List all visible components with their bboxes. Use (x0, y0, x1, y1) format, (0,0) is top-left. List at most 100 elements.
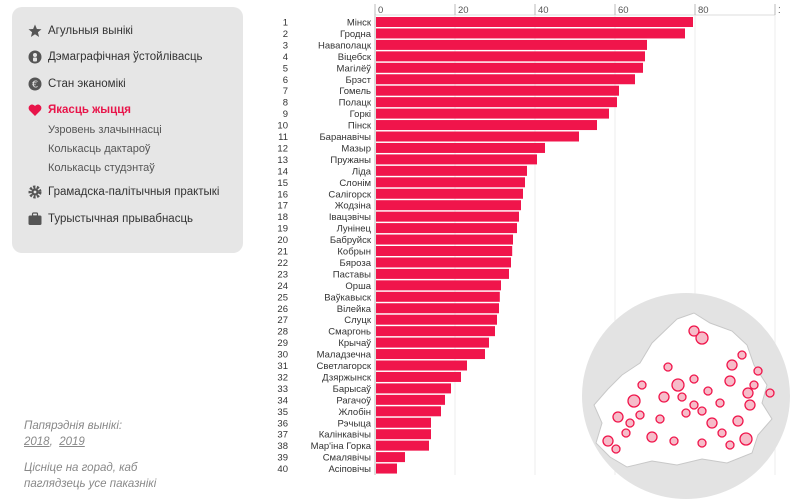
city-label[interactable]: Мар'іна Горка (311, 441, 372, 452)
city-marker[interactable] (697, 438, 707, 448)
bar[interactable] (376, 62, 643, 73)
city-label[interactable]: Пінск (348, 121, 372, 132)
city-label[interactable]: Горкі (350, 109, 371, 120)
bar[interactable] (376, 223, 517, 234)
city-marker[interactable] (677, 392, 687, 402)
bar[interactable] (376, 131, 579, 142)
bar[interactable] (376, 154, 537, 165)
city-label[interactable]: Бяроза (340, 258, 372, 269)
city-marker[interactable] (744, 399, 756, 411)
bar[interactable] (376, 142, 545, 153)
bar[interactable] (376, 463, 397, 474)
city-marker[interactable] (737, 350, 747, 360)
bar[interactable] (376, 74, 635, 85)
city-label[interactable]: Смаргонь (328, 327, 371, 338)
city-label[interactable]: Віцебск (338, 52, 372, 63)
city-label[interactable]: Кобрын (337, 247, 371, 258)
city-marker[interactable] (646, 431, 658, 443)
city-marker[interactable] (725, 440, 735, 450)
city-marker[interactable] (621, 428, 631, 438)
menu-item-tourism[interactable]: Турыстычная прывабнасць (28, 212, 193, 226)
bar[interactable] (376, 440, 429, 451)
bar[interactable] (376, 280, 501, 291)
bar[interactable] (376, 200, 521, 211)
city-marker[interactable] (611, 444, 621, 454)
city-marker[interactable] (655, 414, 665, 424)
bar[interactable] (376, 165, 527, 176)
city-marker[interactable] (739, 432, 753, 446)
city-marker[interactable] (627, 394, 641, 408)
sub-item-doctors[interactable]: Колькасць дактароў (48, 143, 151, 155)
bar[interactable] (376, 257, 511, 268)
city-label[interactable]: Жодзіна (335, 201, 372, 212)
city-label[interactable]: Маладзечна (317, 350, 372, 361)
city-marker[interactable] (697, 406, 707, 416)
city-label[interactable]: Гродна (340, 29, 372, 40)
city-label[interactable]: Орша (345, 281, 371, 292)
city-marker[interactable] (635, 410, 645, 420)
city-marker[interactable] (689, 374, 699, 384)
bar[interactable] (376, 326, 495, 337)
city-label[interactable]: Брэст (346, 75, 372, 86)
city-marker[interactable] (671, 378, 685, 392)
city-label[interactable]: Слуцк (344, 315, 372, 326)
bar[interactable] (376, 337, 489, 348)
sub-item-crime-level[interactable]: Узровень злачыннасці (48, 124, 162, 136)
city-marker[interactable] (717, 428, 727, 438)
bar[interactable] (376, 51, 645, 62)
city-label[interactable]: Калінкавічы (319, 430, 371, 441)
city-marker[interactable] (663, 362, 673, 372)
city-label[interactable]: Вілейка (337, 304, 372, 315)
bar[interactable] (376, 417, 431, 428)
city-label[interactable]: Магілёў (337, 63, 372, 74)
bar[interactable] (376, 429, 431, 440)
bar[interactable] (376, 97, 617, 108)
city-marker[interactable] (658, 391, 670, 403)
city-marker[interactable] (742, 387, 754, 399)
city-label[interactable]: Полацк (339, 98, 372, 109)
bar[interactable] (376, 406, 441, 417)
city-label[interactable]: Гомель (339, 86, 371, 97)
city-marker[interactable] (724, 375, 736, 387)
bar[interactable] (376, 291, 500, 302)
menu-item-overall[interactable]: Агульныя вынікі (28, 24, 133, 38)
city-label[interactable]: Асіповічы (328, 464, 371, 475)
bar[interactable] (376, 211, 519, 222)
menu-item-quality-of-life[interactable]: Якасць жыцця (28, 103, 131, 117)
city-label[interactable]: Ліда (352, 166, 372, 177)
bar[interactable] (376, 28, 685, 39)
city-label[interactable]: Наваполацк (318, 40, 372, 51)
city-marker[interactable] (695, 331, 709, 345)
city-label[interactable]: Баранавічы (319, 132, 371, 143)
city-marker[interactable] (749, 380, 759, 390)
city-marker[interactable] (625, 418, 635, 428)
city-label[interactable]: Рэчыца (338, 418, 372, 429)
city-label[interactable]: Слонім (339, 178, 371, 189)
city-marker[interactable] (753, 366, 763, 376)
city-marker[interactable] (669, 436, 679, 446)
bar[interactable] (376, 246, 513, 256)
city-label[interactable]: Бабруйск (330, 235, 372, 246)
city-label[interactable]: Барысаў (333, 384, 372, 395)
city-marker[interactable] (681, 408, 691, 418)
sub-item-students[interactable]: Колькасць студэнтаў (48, 162, 155, 174)
city-label[interactable]: Светлагорск (317, 361, 372, 372)
bar[interactable] (376, 452, 405, 463)
bar[interactable] (376, 39, 647, 50)
menu-item-economy[interactable]: € Стан эканомікі (28, 77, 126, 91)
city-marker[interactable] (612, 411, 624, 423)
city-marker[interactable] (689, 400, 699, 410)
city-label[interactable]: Крычаў (338, 338, 371, 349)
city-marker[interactable] (706, 417, 718, 429)
bar[interactable] (376, 177, 525, 188)
bar[interactable] (376, 360, 467, 371)
city-marker[interactable] (726, 359, 738, 371)
city-label[interactable]: Смалявічы (323, 453, 371, 464)
bar[interactable] (376, 314, 497, 325)
year-link-2019[interactable]: 2019 (59, 436, 85, 448)
city-marker[interactable] (715, 398, 725, 408)
city-label[interactable]: Паставы (333, 269, 371, 280)
bar[interactable] (376, 120, 597, 131)
bar[interactable] (376, 17, 693, 27)
city-label[interactable]: Івацэвічы (329, 212, 371, 223)
